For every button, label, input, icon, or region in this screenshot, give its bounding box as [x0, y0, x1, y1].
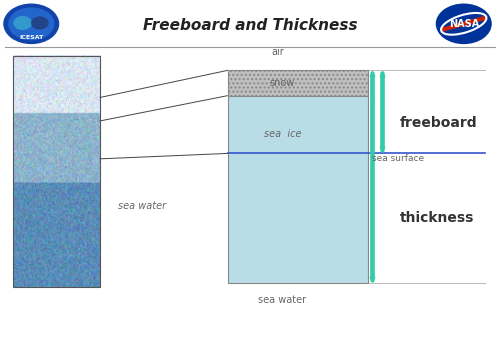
Text: thickness: thickness — [400, 212, 474, 225]
Text: sea water: sea water — [118, 201, 166, 211]
Bar — [228, 96, 368, 283]
Text: ICESAT: ICESAT — [19, 35, 44, 40]
Text: snow: snow — [270, 78, 295, 88]
Bar — [12, 56, 100, 287]
Bar — [228, 70, 368, 96]
Text: air: air — [271, 47, 284, 57]
Text: sea surface: sea surface — [372, 155, 424, 163]
FancyArrowPatch shape — [444, 18, 484, 30]
Text: NASA: NASA — [448, 19, 479, 29]
Ellipse shape — [9, 8, 54, 40]
Text: sea water: sea water — [258, 295, 306, 305]
Ellipse shape — [32, 17, 48, 29]
Text: sea  ice: sea ice — [264, 129, 301, 139]
Text: Freeboard and Thickness: Freeboard and Thickness — [142, 18, 358, 33]
Ellipse shape — [14, 17, 31, 29]
Ellipse shape — [436, 4, 491, 43]
Text: freeboard: freeboard — [400, 116, 477, 130]
Ellipse shape — [4, 4, 59, 43]
